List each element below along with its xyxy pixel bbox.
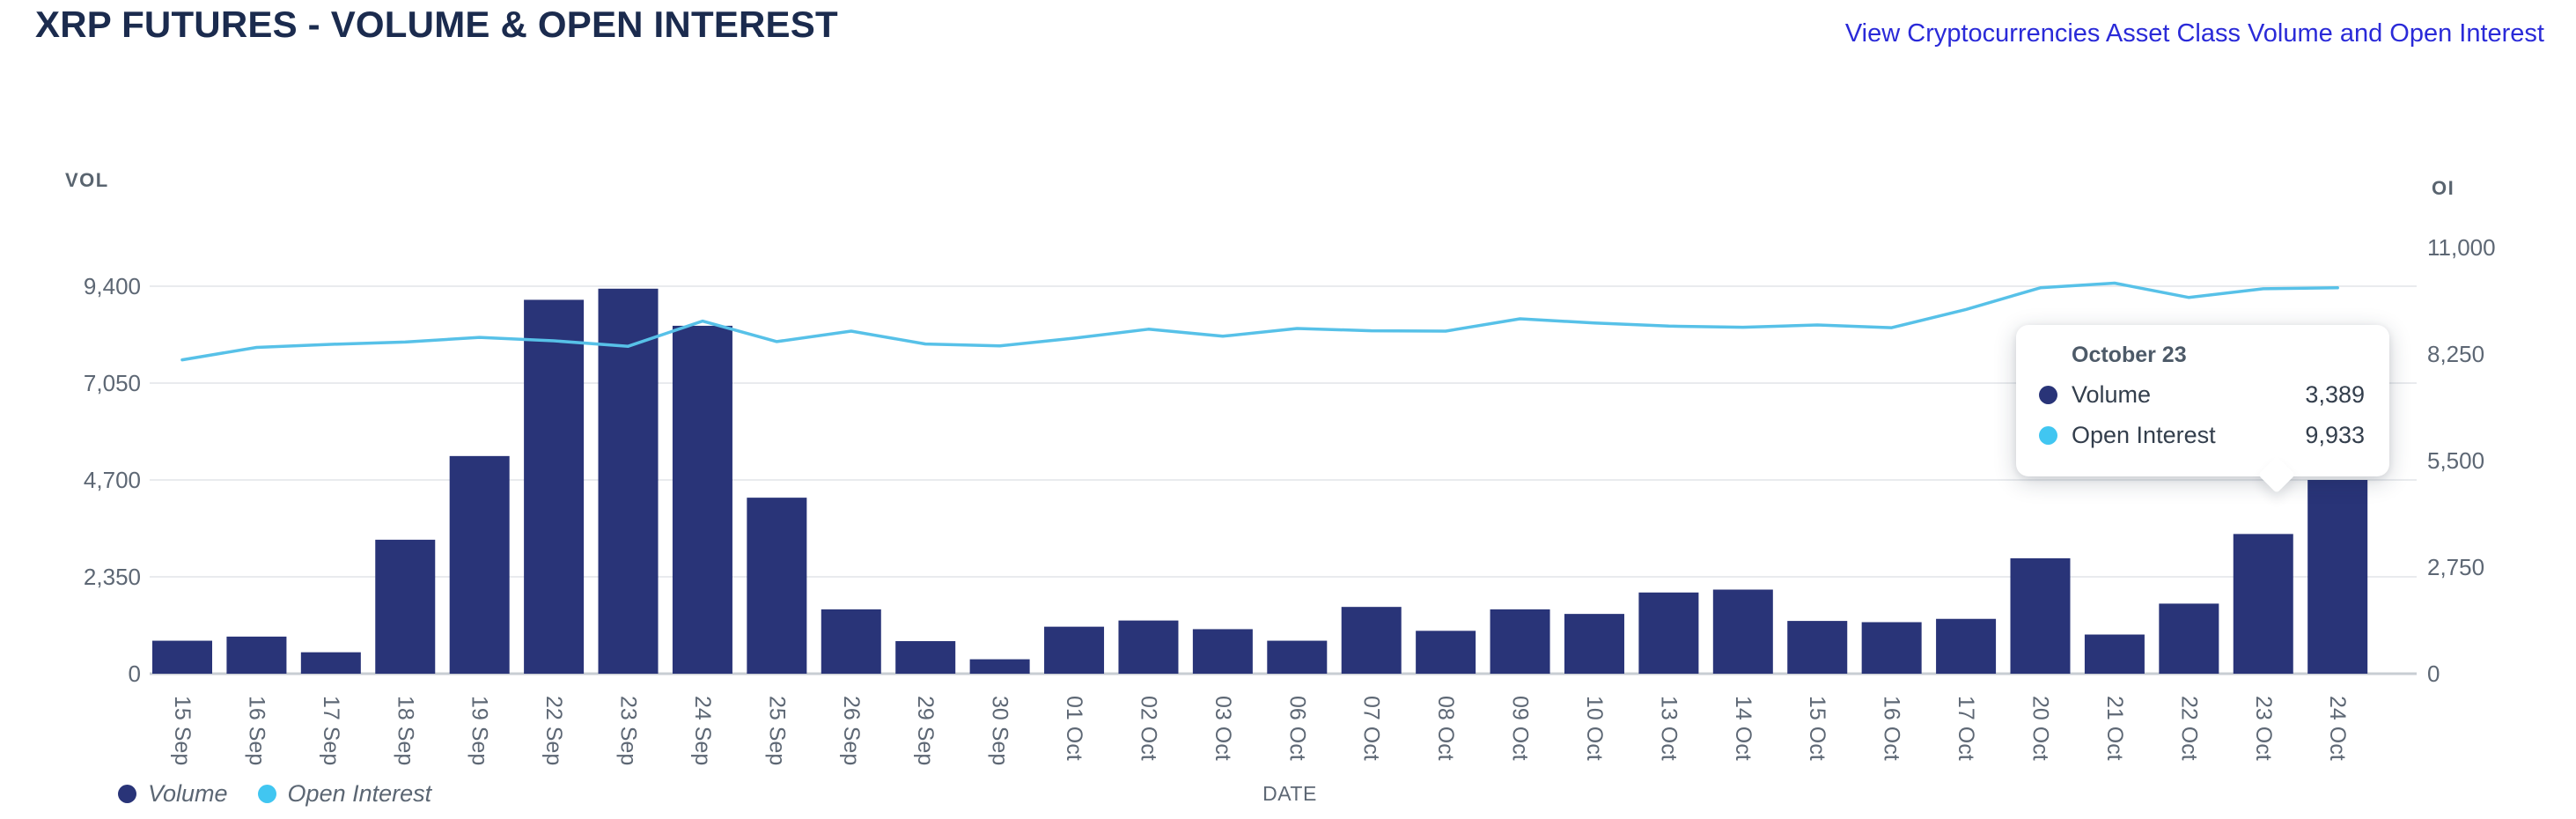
volume-bar[interactable] (969, 659, 1030, 674)
x-axis-title: DATE (1262, 782, 1317, 805)
x-tick-label: 17 Sep (319, 696, 343, 765)
tooltip-volume-value: 3,389 (2305, 380, 2365, 408)
x-tick-label: 23 Sep (616, 696, 641, 765)
volume-dot-icon (2039, 385, 2057, 404)
right-axis-title: OI (2432, 177, 2455, 199)
right-axis-tick-label: 5,500 (2427, 447, 2484, 474)
legend: Volume Open Interest (118, 780, 431, 808)
open-interest-legend-dot (257, 785, 276, 803)
volume-bar[interactable] (524, 299, 585, 674)
volume-bar[interactable] (1416, 631, 1476, 674)
volume-bar[interactable] (1044, 626, 1105, 674)
x-tick-label: 16 Oct (1880, 696, 1904, 761)
volume-bar[interactable] (895, 641, 956, 674)
x-tick-label: 23 Oct (2251, 696, 2276, 761)
volume-bar[interactable] (1936, 618, 1997, 674)
volume-bar[interactable] (300, 652, 361, 674)
volume-bar[interactable] (152, 640, 212, 674)
volume-bar[interactable] (1712, 589, 1773, 674)
left-axis-tick-label: 2,350 (84, 564, 141, 590)
x-tick-label: 22 Oct (2176, 696, 2201, 761)
x-tick-label: 15 Oct (1805, 696, 1829, 761)
left-axis-tick-label: 7,050 (84, 370, 141, 396)
volume-bar[interactable] (1267, 640, 1328, 674)
volume-bar[interactable] (2233, 534, 2293, 674)
volume-bar[interactable] (821, 609, 881, 674)
x-tick-label: 03 Oct (1211, 696, 1235, 761)
x-tick-label: 10 Oct (1582, 696, 1607, 761)
page-title: XRP FUTURES - VOLUME & OPEN INTEREST (35, 4, 838, 45)
tooltip-title: October 23 (2072, 343, 2187, 367)
x-tick-label: 24 Sep (690, 696, 715, 765)
x-tick-label: 30 Sep (988, 696, 1012, 765)
asset-class-volume-link[interactable]: View Cryptocurrencies Asset Class Volume… (1844, 19, 2544, 48)
volume-bar[interactable] (1638, 592, 1699, 674)
volume-bar[interactable] (375, 539, 436, 674)
right-axis-tick-label: 2,750 (2427, 554, 2484, 580)
volume-bar[interactable] (1490, 609, 1550, 674)
legend-item-volume[interactable]: Volume (118, 780, 228, 808)
open-interest-dot-icon (2039, 425, 2057, 445)
volume-legend-dot (118, 785, 136, 803)
right-axis-tick-label: 8,250 (2427, 341, 2484, 367)
x-tick-label: 19 Sep (467, 696, 492, 765)
volume-bar[interactable] (1118, 620, 1179, 674)
left-axis-tick-label: 0 (129, 660, 141, 687)
volume-bar[interactable] (1192, 629, 1253, 674)
x-tick-label: 08 Oct (1433, 696, 1458, 761)
x-tick-label: 20 Oct (2028, 696, 2053, 761)
left-axis-title: VOL (65, 169, 109, 191)
volume-bar[interactable] (1564, 614, 1624, 674)
volume-bar[interactable] (672, 325, 732, 674)
right-axis-tick-label: 11,000 (2427, 234, 2496, 261)
tooltip-row-volume: Volume 3,389 (2039, 380, 2365, 410)
legend-label-volume: Volume (148, 780, 228, 807)
x-tick-label: 17 Oct (1954, 696, 1978, 761)
x-tick-label: 18 Sep (393, 696, 417, 765)
volume-bar[interactable] (1341, 607, 1402, 674)
left-axis-tick-label: 9,400 (84, 273, 141, 299)
volume-bar[interactable] (598, 288, 659, 674)
x-tick-label: 26 Sep (839, 696, 864, 765)
x-tick-label: 02 Oct (1136, 696, 1160, 761)
x-tick-label: 22 Sep (541, 696, 566, 765)
x-tick-label: 16 Sep (244, 696, 269, 765)
tooltip-open-interest-label: Open Interest (2072, 421, 2216, 448)
x-tick-label: 21 Oct (2102, 696, 2127, 761)
volume-bar[interactable] (449, 455, 510, 674)
volume-bar[interactable] (2159, 603, 2219, 674)
open-interest-line[interactable] (180, 281, 2339, 362)
x-tick-label: 15 Sep (170, 696, 195, 765)
legend-label-open-interest: Open Interest (287, 780, 432, 807)
right-axis-tick-label: 0 (2427, 660, 2440, 687)
volume-bar[interactable] (226, 636, 287, 674)
x-tick-label: 09 Oct (1508, 696, 1533, 761)
volume-bar[interactable] (1787, 621, 1848, 674)
volume-bar[interactable] (2010, 557, 2071, 674)
x-tick-label: 06 Oct (1284, 696, 1309, 761)
volume-bar[interactable] (2084, 634, 2145, 674)
tooltip-volume-label: Volume (2072, 380, 2152, 408)
tooltip-row-open-interest: Open Interest 9,933 (2039, 420, 2365, 450)
volume-bar[interactable] (1861, 622, 1922, 674)
left-axis-tick-label: 4,700 (84, 467, 141, 493)
x-tick-label: 07 Oct (1359, 696, 1384, 761)
volume-bar[interactable] (2307, 480, 2368, 674)
x-tick-label: 25 Sep (764, 696, 789, 765)
chart-tooltip: October 23 Volume 3,389 Open Interest 9,… (2016, 325, 2389, 494)
x-tick-label: 13 Oct (1656, 696, 1681, 761)
x-tick-label: 01 Oct (1062, 696, 1086, 761)
tooltip-open-interest-value: 9,933 (2305, 421, 2365, 448)
x-tick-label: 29 Sep (913, 696, 938, 765)
x-tick-label: 14 Oct (1731, 696, 1755, 761)
legend-item-open-interest[interactable]: Open Interest (257, 780, 432, 808)
volume-bar[interactable] (747, 498, 807, 674)
x-tick-label: 24 Oct (2325, 696, 2350, 761)
